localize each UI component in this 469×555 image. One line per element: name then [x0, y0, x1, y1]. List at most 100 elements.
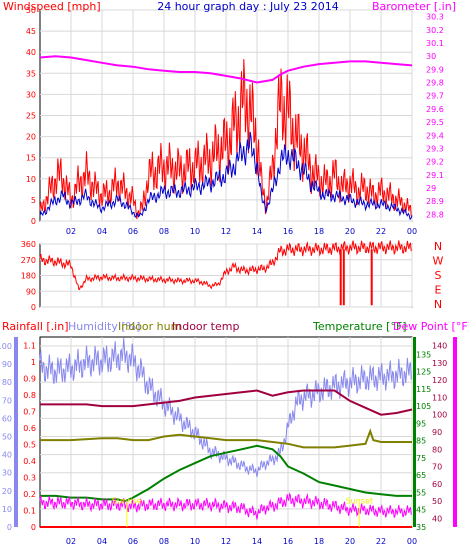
rain-tick-label: 1.1	[23, 341, 36, 350]
x-tick-label: 06	[128, 227, 138, 236]
x-tick-label: 16	[283, 227, 293, 236]
humidity-axis-bar	[14, 337, 18, 527]
baro-tick-label: 29	[426, 184, 436, 193]
x-tick-label: 06	[128, 537, 138, 546]
direction-tick-label: 360	[21, 240, 36, 249]
direction-tick-label: 0	[31, 303, 36, 312]
legend-item: Rainfall [.in]	[2, 320, 69, 333]
x-tick-label: 08	[159, 537, 169, 546]
x-tick-label: 14	[252, 537, 262, 546]
temp-tick-label: 85	[416, 437, 426, 446]
x-tick-label: 22	[376, 537, 386, 546]
direction-tick-label: 180	[21, 272, 36, 281]
x-tick-label: 00	[407, 537, 417, 546]
indoor-hum-line	[40, 428, 412, 449]
legend-item: Humidity [%]	[68, 320, 140, 333]
temp-tick-label: 115	[416, 385, 431, 394]
rain-tick-label: 0.8	[23, 391, 36, 400]
wind-tick-label: 15	[26, 154, 36, 163]
baro-tick-label: 29.2	[426, 158, 444, 167]
temp-axis-bar	[413, 337, 416, 527]
x-tick-label: 04	[97, 537, 107, 546]
compass-label: N	[434, 240, 442, 253]
rain-tick-label: 0.3	[23, 473, 36, 482]
dewpoint-line	[39, 492, 412, 520]
x-tick-label: 14	[252, 227, 262, 236]
temp-tick-label: 75	[416, 454, 426, 463]
temp-tick-label: 135	[416, 350, 431, 359]
x-tick-label: 18	[314, 537, 324, 546]
temp-tick-label: 140	[432, 342, 447, 351]
compass-label: W	[433, 255, 444, 268]
baro-tick-label: 29.6	[426, 105, 444, 114]
rain-tick-label: 0	[31, 523, 36, 532]
humidity-tick-label: 60	[2, 414, 12, 423]
baro-tick-label: 29.9	[426, 65, 444, 74]
baro-tick-label: 29.7	[426, 92, 444, 101]
baro-tick-label: 28.8	[426, 210, 444, 219]
baro-tick-label: 29.8	[426, 79, 444, 88]
direction-tick-label: 270	[21, 256, 36, 265]
x-tick-label: 02	[66, 227, 76, 236]
temperature-line	[40, 444, 412, 503]
temp-tick-label: 50	[432, 497, 442, 506]
rain-tick-label: 0.1	[23, 506, 36, 515]
x-tick-label: 20	[345, 537, 355, 546]
wind-tick-label: 50	[26, 6, 36, 15]
temp-tick-label: 80	[432, 445, 442, 454]
temp-tick-label: 60	[432, 480, 442, 489]
temp-tick-label: 100	[432, 411, 447, 420]
x-tick-label: 02	[66, 537, 76, 546]
x-tick-label: 10	[190, 537, 200, 546]
baro-axis-title: Barometer [.in]	[372, 0, 456, 13]
wind-direction-line	[39, 240, 412, 291]
wind-tick-label: 40	[26, 48, 36, 57]
rain-tick-label: 0.9	[23, 374, 36, 383]
temp-tick-label: 35	[416, 523, 426, 532]
x-tick-label: 08	[159, 227, 169, 236]
humidity-tick-label: 80	[2, 378, 12, 387]
wind-tick-label: 5	[31, 196, 36, 205]
wind-tick-label: 30	[26, 90, 36, 99]
x-tick-label: 00	[407, 227, 417, 236]
humidity-tick-label: 70	[2, 396, 12, 405]
humidity-tick-label: 90	[2, 360, 12, 369]
temp-tick-label: 65	[416, 471, 426, 480]
x-tick-label: 20	[345, 227, 355, 236]
temp-tick-label: 90	[432, 428, 442, 437]
rain-tick-label: 0.6	[23, 424, 36, 433]
x-tick-label: 16	[283, 537, 293, 546]
compass-label: E	[435, 284, 442, 297]
x-tick-label: 12	[221, 227, 231, 236]
temp-tick-label: 105	[416, 402, 431, 411]
temp-tick-label: 45	[416, 506, 426, 515]
humidity-tick-label: 40	[2, 451, 12, 460]
legend-item: Indoor temp	[172, 320, 239, 333]
wind-avg-line	[39, 131, 413, 221]
wind-tick-label: 10	[26, 175, 36, 184]
x-tick-label: 12	[221, 537, 231, 546]
wind-gust-line	[39, 59, 412, 220]
legend-item: Dew Point [°F]	[393, 320, 469, 333]
temp-tick-label: 120	[432, 376, 447, 385]
temp-tick-label: 125	[416, 368, 431, 377]
barometer-line	[39, 55, 413, 84]
humidity-tick-label: 0	[7, 523, 12, 532]
humidity-tick-label: 50	[2, 433, 12, 442]
baro-tick-label: 29.3	[426, 144, 444, 153]
humidity-tick-label: 30	[2, 469, 12, 478]
humidity-line	[39, 337, 412, 478]
temp-tick-label: 70	[432, 463, 442, 472]
baro-tick-label: 29.4	[426, 131, 444, 140]
rain-tick-label: 1	[31, 358, 36, 367]
wind-axis-title: Windspeed [mph]	[3, 0, 101, 13]
baro-tick-label: 28.9	[426, 197, 444, 206]
legend-item: Indoor hum	[118, 320, 181, 333]
indoor-temp-line	[40, 389, 413, 416]
baro-tick-label: 30.1	[426, 39, 444, 48]
rain-tick-label: 0.2	[23, 490, 36, 499]
baro-tick-label: 30.2	[426, 26, 444, 35]
temp-tick-label: 40	[432, 514, 442, 523]
rain-tick-label: 0.4	[23, 457, 36, 466]
